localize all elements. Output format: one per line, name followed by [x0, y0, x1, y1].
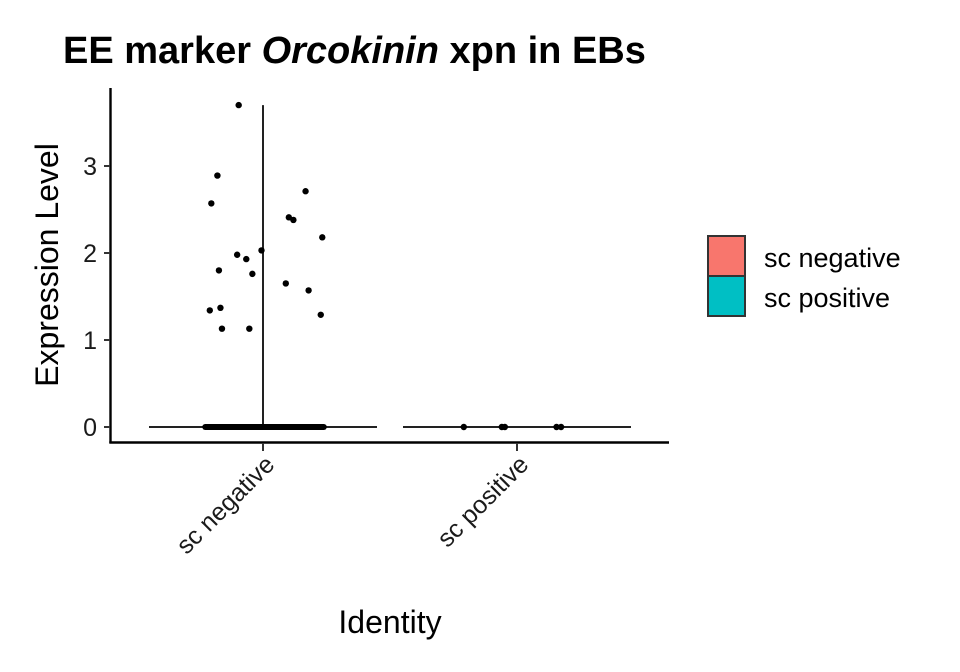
- data-point: [249, 270, 256, 278]
- data-point: [302, 188, 309, 195]
- data-point: [557, 423, 565, 431]
- data-point: [246, 325, 253, 332]
- title-part-0: EE marker: [63, 30, 262, 72]
- violin-sc-negative: [149, 105, 377, 428]
- x-tick-label: sc negative: [171, 450, 280, 559]
- legend-item: sc negative: [707, 235, 901, 277]
- data-point: [206, 307, 213, 314]
- data-point: [282, 280, 289, 287]
- chart-title: EE marker Orcokinin xpn in EBs: [63, 30, 646, 72]
- y-tick-label: 1: [83, 327, 97, 355]
- title-part-1: Orcokinin: [262, 30, 439, 72]
- data-point: [235, 101, 242, 109]
- data-point: [208, 200, 215, 207]
- plot-area: [149, 101, 631, 431]
- y-tick-label: 3: [83, 153, 97, 181]
- x-axis-title: Identity: [338, 604, 441, 640]
- data-point: [553, 423, 560, 431]
- y-tick-label: 0: [83, 414, 97, 442]
- x-tick-label: sc positive: [432, 450, 534, 552]
- data-point: [290, 216, 297, 224]
- y-axis-title: Expression Level: [29, 143, 65, 387]
- data-point: [319, 234, 326, 241]
- data-point: [501, 423, 509, 431]
- title-part-2: xpn in EBs: [439, 30, 646, 72]
- data-point: [218, 325, 226, 332]
- legend-swatch: [707, 275, 746, 317]
- data-point: [215, 267, 223, 274]
- data-point: [258, 247, 265, 254]
- data-point: [305, 287, 312, 294]
- x-axis: sc negative sc positive: [109, 441, 669, 560]
- y-axis: 0 1 2 3: [83, 88, 112, 443]
- data-point: [460, 423, 467, 431]
- data-point: [214, 172, 221, 179]
- data-point: [243, 255, 250, 263]
- data-point: [317, 311, 324, 318]
- legend-swatch: [707, 235, 746, 277]
- legend-label: sc positive: [764, 283, 890, 313]
- legend-label: sc negative: [764, 243, 901, 273]
- data-point: [217, 304, 224, 312]
- legend: sc negative sc positive: [707, 235, 901, 317]
- y-tick-label: 2: [83, 240, 97, 268]
- data-point: [233, 251, 241, 258]
- legend-item: sc positive: [707, 275, 890, 317]
